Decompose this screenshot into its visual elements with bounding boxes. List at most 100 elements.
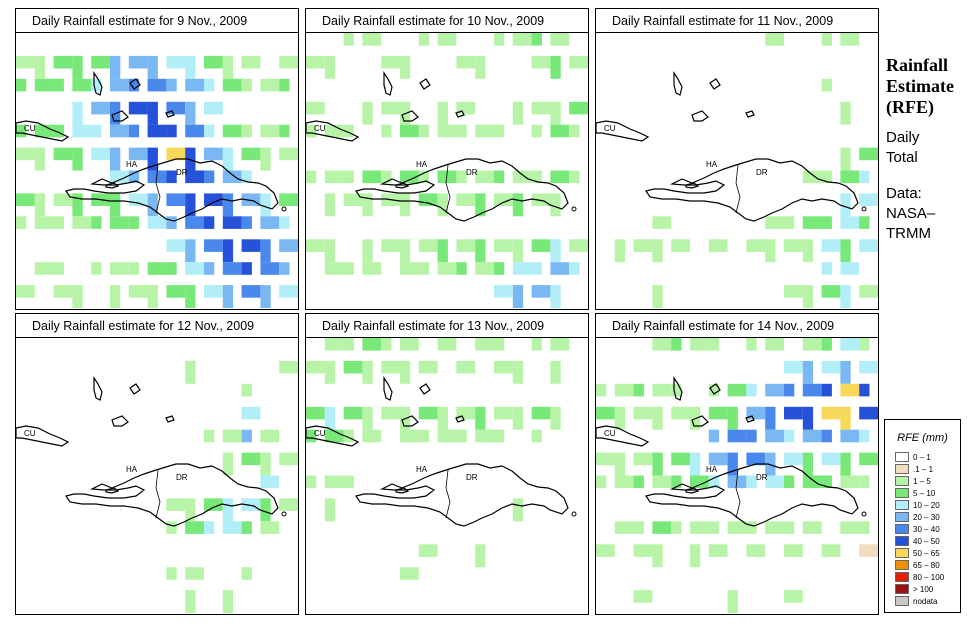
rain-cell <box>110 147 121 171</box>
rain-cell <box>840 262 860 275</box>
rain-cell <box>569 239 588 252</box>
rain-cell <box>91 262 102 275</box>
rain-cell <box>204 101 223 115</box>
rain-cell <box>437 33 457 46</box>
coastline <box>129 78 141 90</box>
rain-cell <box>475 544 486 568</box>
rain-cell <box>494 170 505 184</box>
rain-cell <box>185 262 204 275</box>
country-label-dr: DR <box>176 473 188 482</box>
rain-cell <box>765 216 784 229</box>
rain-cell <box>475 406 486 430</box>
coastline <box>16 120 70 142</box>
rain-cell <box>512 101 524 125</box>
rain-cell <box>802 216 822 229</box>
rain-cell <box>34 78 54 92</box>
island-marker <box>281 206 287 212</box>
country-border <box>445 469 451 519</box>
rain-cell <box>128 170 140 184</box>
rain-cell <box>802 406 814 430</box>
rain-cell <box>72 55 83 79</box>
rain-cell <box>222 124 242 138</box>
rain-cell <box>128 285 148 298</box>
rain-cell <box>147 285 158 308</box>
rain-cell <box>185 498 196 522</box>
rain-cell <box>784 452 803 466</box>
rain-cell <box>306 170 317 184</box>
rain-cell <box>512 498 524 522</box>
rain-cell <box>147 78 167 92</box>
rain-cell <box>690 452 701 476</box>
rain-cell <box>784 239 803 252</box>
coastline <box>383 71 393 96</box>
rain-cell <box>362 101 373 125</box>
rain-cell <box>821 262 832 275</box>
rain-cell <box>569 124 580 138</box>
rainfall-map: CU HA DR <box>306 338 588 613</box>
rain-cell <box>185 521 204 534</box>
rainfall-map: CU HA DR <box>16 33 298 308</box>
rain-cell <box>708 521 720 534</box>
country-label-dr: DR <box>176 168 188 177</box>
rain-cell <box>550 170 570 184</box>
rain-cell <box>72 147 83 171</box>
rain-cell <box>531 262 542 275</box>
rain-cell <box>128 262 140 275</box>
country-label-haiti: HA <box>126 160 138 169</box>
rain-cell <box>512 193 524 217</box>
rain-cell <box>260 262 280 275</box>
rain-cell <box>494 193 513 206</box>
country-label-cuba: CU <box>24 429 36 438</box>
rain-cell <box>53 78 64 92</box>
rain-cell <box>859 216 870 229</box>
rain-cell <box>708 239 728 252</box>
rain-cell <box>279 360 298 374</box>
rain-cell <box>633 590 653 603</box>
rain-cell <box>91 78 102 92</box>
legend-item: 80 – 100 <box>895 572 944 583</box>
rain-cell <box>260 429 280 443</box>
rain-cell <box>821 78 832 92</box>
legend-swatch <box>895 560 909 570</box>
rain-cell <box>550 338 570 351</box>
rain-cell <box>166 124 177 138</box>
rain-cell <box>569 55 588 69</box>
rain-cell <box>821 216 832 229</box>
rain-cell <box>784 429 795 443</box>
rain-cell <box>456 429 467 443</box>
legend-label: 30 – 40 <box>913 525 940 534</box>
rain-cell <box>840 338 860 351</box>
rain-cell <box>531 170 542 184</box>
rain-cell <box>671 383 682 397</box>
rain-cell <box>418 33 430 46</box>
rain-cell <box>840 406 851 430</box>
rain-cell <box>512 360 524 384</box>
rain-cell <box>362 360 373 384</box>
rain-cell <box>204 262 215 275</box>
rain-cell <box>652 383 672 397</box>
coastline <box>401 415 419 427</box>
rain-cell <box>110 285 121 308</box>
rain-cell <box>147 147 158 171</box>
rain-cell <box>128 78 140 92</box>
coastline <box>65 463 279 527</box>
panel-title: Daily Rainfall estimate for 12 Nov., 200… <box>16 314 298 338</box>
coastline <box>745 415 755 423</box>
map-canvas: CU HA DR <box>16 360 298 613</box>
rain-cell <box>185 101 196 125</box>
rain-cell <box>400 429 419 443</box>
rain-cell <box>34 193 46 217</box>
coastline <box>306 425 360 447</box>
rain-cell <box>72 78 92 92</box>
rain-cell <box>241 521 252 534</box>
rain-cell <box>475 338 494 351</box>
rain-cell <box>821 338 832 351</box>
rain-cell <box>512 285 524 308</box>
rain-cell <box>91 147 110 161</box>
rain-cell <box>381 101 400 115</box>
rain-cell <box>437 429 457 443</box>
rain-cell <box>821 239 841 252</box>
rain-cell <box>708 338 720 351</box>
coastline <box>105 487 120 494</box>
rain-cell <box>494 285 513 298</box>
